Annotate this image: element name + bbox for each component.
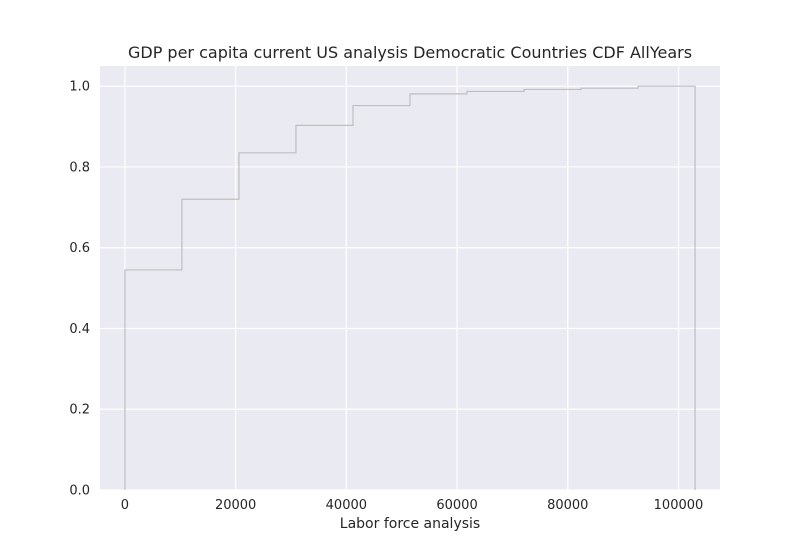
chart-title: GDP per capita current US analysis Democ… xyxy=(128,43,692,62)
x-tick-label-5: 100000 xyxy=(654,498,704,513)
x-tick-label-3: 60000 xyxy=(436,498,477,513)
cdf-step-line-0 xyxy=(124,85,696,490)
grid-lines xyxy=(100,66,720,491)
x-tick-label-2: 40000 xyxy=(326,498,367,513)
y-tick-label-0: 0.0 xyxy=(69,484,90,499)
y-tick-label-1: 0.2 xyxy=(69,403,90,418)
x-axis-label: Labor force analysis xyxy=(340,516,480,532)
x-tick-label-0: 0 xyxy=(121,498,129,513)
series-layer xyxy=(124,85,696,490)
plot-background xyxy=(100,66,720,490)
y-tick-label-3: 0.6 xyxy=(69,241,90,256)
x-tick-labels: 0 20000 40000 60000 80000 100000 xyxy=(121,498,704,513)
y-tick-label-2: 0.4 xyxy=(69,322,90,337)
x-tick-label-4: 80000 xyxy=(547,498,588,513)
y-tick-label-5: 1.0 xyxy=(69,80,90,95)
y-tick-label-4: 0.8 xyxy=(69,160,90,175)
y-tick-labels: 0.0 0.2 0.4 0.6 0.8 1.0 xyxy=(69,80,90,499)
x-tick-label-1: 20000 xyxy=(215,498,256,513)
